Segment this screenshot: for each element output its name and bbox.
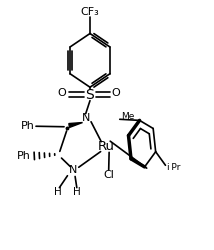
Text: Ru: Ru <box>97 140 114 153</box>
Text: Ph: Ph <box>17 151 31 161</box>
Text: CF₃: CF₃ <box>81 7 99 17</box>
Text: O: O <box>57 88 66 98</box>
Text: O: O <box>111 88 120 98</box>
Text: Cl: Cl <box>103 170 114 180</box>
Text: N: N <box>69 165 78 175</box>
Text: N: N <box>82 113 90 123</box>
Text: H: H <box>73 187 81 197</box>
Polygon shape <box>69 122 83 128</box>
Text: H: H <box>54 187 62 197</box>
Text: Me: Me <box>121 112 134 121</box>
Text: Ph: Ph <box>21 121 35 131</box>
Text: i Pr: i Pr <box>166 163 180 172</box>
Text: S: S <box>86 88 94 102</box>
